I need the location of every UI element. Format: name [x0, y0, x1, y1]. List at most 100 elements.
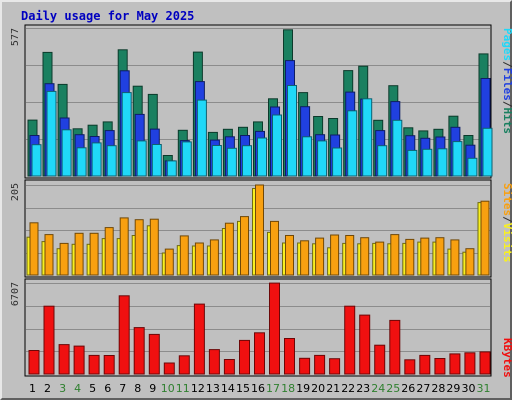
sites-bar-day-18: [285, 235, 294, 276]
pages-bar-day-26: [407, 149, 418, 177]
ymax-label-middle: 205: [10, 183, 21, 201]
sites-bar-day-5: [89, 232, 99, 276]
sites-bar-day-4: [74, 232, 84, 276]
legend-pages: Pages: [501, 28, 512, 61]
kbytes-bar-day-1: [28, 350, 40, 375]
kbytes-bar-day-10: [163, 362, 175, 375]
kbytes-bar-day-28: [434, 358, 446, 375]
sites-bar-day-15: [240, 216, 249, 276]
pages-bar-day-5: [91, 142, 102, 177]
legend-visits: Visits: [501, 223, 512, 263]
pages-bar-day-11: [181, 141, 192, 177]
pages-bar-day-31: [482, 127, 493, 177]
pages-bar-day-13: [211, 145, 222, 177]
sites-bar-day-23: [360, 237, 370, 276]
x-tick-label: 8: [134, 382, 141, 395]
pages-bar-day-30: [467, 157, 478, 177]
pages-bar-day-6: [106, 145, 117, 177]
sites-bar-day-24: [375, 241, 385, 276]
legend-sites: Sites: [501, 183, 512, 216]
pages-bar-day-4: [76, 147, 87, 177]
pages-bar-day-10: [166, 160, 177, 177]
x-tick-label: 6: [104, 382, 111, 395]
sites-bar-day-12: [194, 242, 204, 276]
bars-middle: [26, 184, 490, 276]
pages-bar-day-17: [272, 114, 282, 177]
kbytes-bar-day-23: [359, 314, 371, 375]
pages-bar-day-1: [31, 144, 42, 177]
sites-bar-day-19: [300, 240, 310, 276]
x-tick-label: 26: [401, 382, 415, 395]
legend-hits: Hits: [501, 108, 512, 135]
pages-bar-day-19: [302, 136, 313, 177]
pages-bar-day-27: [422, 148, 433, 177]
sites-bar-day-3: [59, 242, 69, 276]
pages-bar-day-18: [287, 85, 297, 177]
x-tick-label: 1: [29, 382, 36, 395]
x-tick-label: 27: [416, 382, 430, 395]
x-tick-label: 24: [371, 382, 385, 395]
x-tick-label: 5: [89, 382, 96, 395]
sites-bar-day-1: [29, 222, 39, 276]
sites-bar-day-31: [480, 200, 490, 276]
sites-bar-day-29: [450, 239, 460, 276]
kbytes-bar-day-14: [223, 359, 235, 375]
kbytes-bar-day-13: [208, 349, 220, 375]
sites-bar-day-7: [119, 217, 129, 276]
kbytes-bar-day-3: [58, 344, 70, 375]
panel-kbytes: 6707 KBytes: [10, 278, 512, 378]
x-tick-label: 30: [462, 382, 476, 395]
kbytes-bar-day-17: [269, 282, 280, 375]
x-tick-label: 19: [296, 382, 310, 395]
pages-bar-day-20: [317, 140, 328, 177]
kbytes-bar-day-8: [133, 327, 145, 375]
ymax-label-top: 577: [10, 28, 21, 46]
pages-bar-day-21: [332, 147, 343, 177]
kbytes-bar-day-24: [374, 344, 386, 375]
pages-bar-day-23: [362, 98, 373, 177]
x-tick-label: 18: [281, 382, 295, 395]
panel-hits-files-pages: 577 Pages/Files/Hits: [10, 24, 512, 179]
x-tick-label: 29: [446, 382, 460, 395]
sites-bar-day-6: [104, 227, 114, 276]
sites-bar-day-2: [44, 234, 54, 276]
kbytes-bar-day-20: [314, 354, 326, 375]
x-tick-label: 13: [206, 382, 220, 395]
x-tick-label: 3: [59, 382, 66, 395]
chart-title: Daily usage for May 2025: [21, 9, 195, 23]
x-tick-label: 2: [44, 382, 51, 395]
pages-bar-day-3: [61, 129, 72, 177]
legend-sep-2: /: [501, 101, 512, 108]
x-tick-label: 10: [161, 382, 175, 395]
kbytes-bar-day-18: [284, 338, 295, 375]
sites-bar-day-11: [179, 235, 189, 276]
kbytes-bar-day-29: [449, 353, 461, 375]
kbytes-bar-day-30: [464, 352, 476, 375]
x-tick-label: 9: [149, 382, 156, 395]
kbytes-bar-day-19: [299, 357, 311, 375]
x-tick-label: 11: [176, 382, 190, 395]
x-tick-label: 16: [251, 382, 265, 395]
x-tick-label: 20: [311, 382, 325, 395]
legend-kbytes: KBytes: [501, 338, 512, 378]
kbytes-bar-day-4: [73, 345, 85, 375]
kbytes-bar-day-22: [344, 305, 356, 375]
sites-bar-day-27: [420, 237, 430, 276]
kbytes-bar-day-26: [404, 359, 416, 375]
kbytes-bar-day-31: [479, 351, 491, 375]
legend-files: Files: [501, 68, 512, 101]
kbytes-bar-day-12: [193, 303, 205, 375]
x-tick-label: 14: [221, 382, 235, 395]
x-tick-label: 15: [236, 382, 250, 395]
kbytes-bar-day-6: [103, 355, 115, 375]
pages-bar-day-9: [151, 144, 162, 177]
x-axis-labels: 1 2 3 4 5 6 7 8 9 10 11 12 13 14 15 16 17 18 19 20 21 22 23 24 2…: [29, 382, 491, 395]
kbytes-bar-day-21: [329, 358, 341, 375]
pages-bar-day-22: [347, 110, 358, 177]
pages-bar-day-29: [452, 141, 463, 177]
kbytes-bar-day-9: [148, 333, 160, 375]
kbytes-bar-day-5: [88, 354, 100, 375]
pages-bar-day-2: [46, 90, 57, 177]
x-tick-label: 17: [266, 382, 280, 395]
